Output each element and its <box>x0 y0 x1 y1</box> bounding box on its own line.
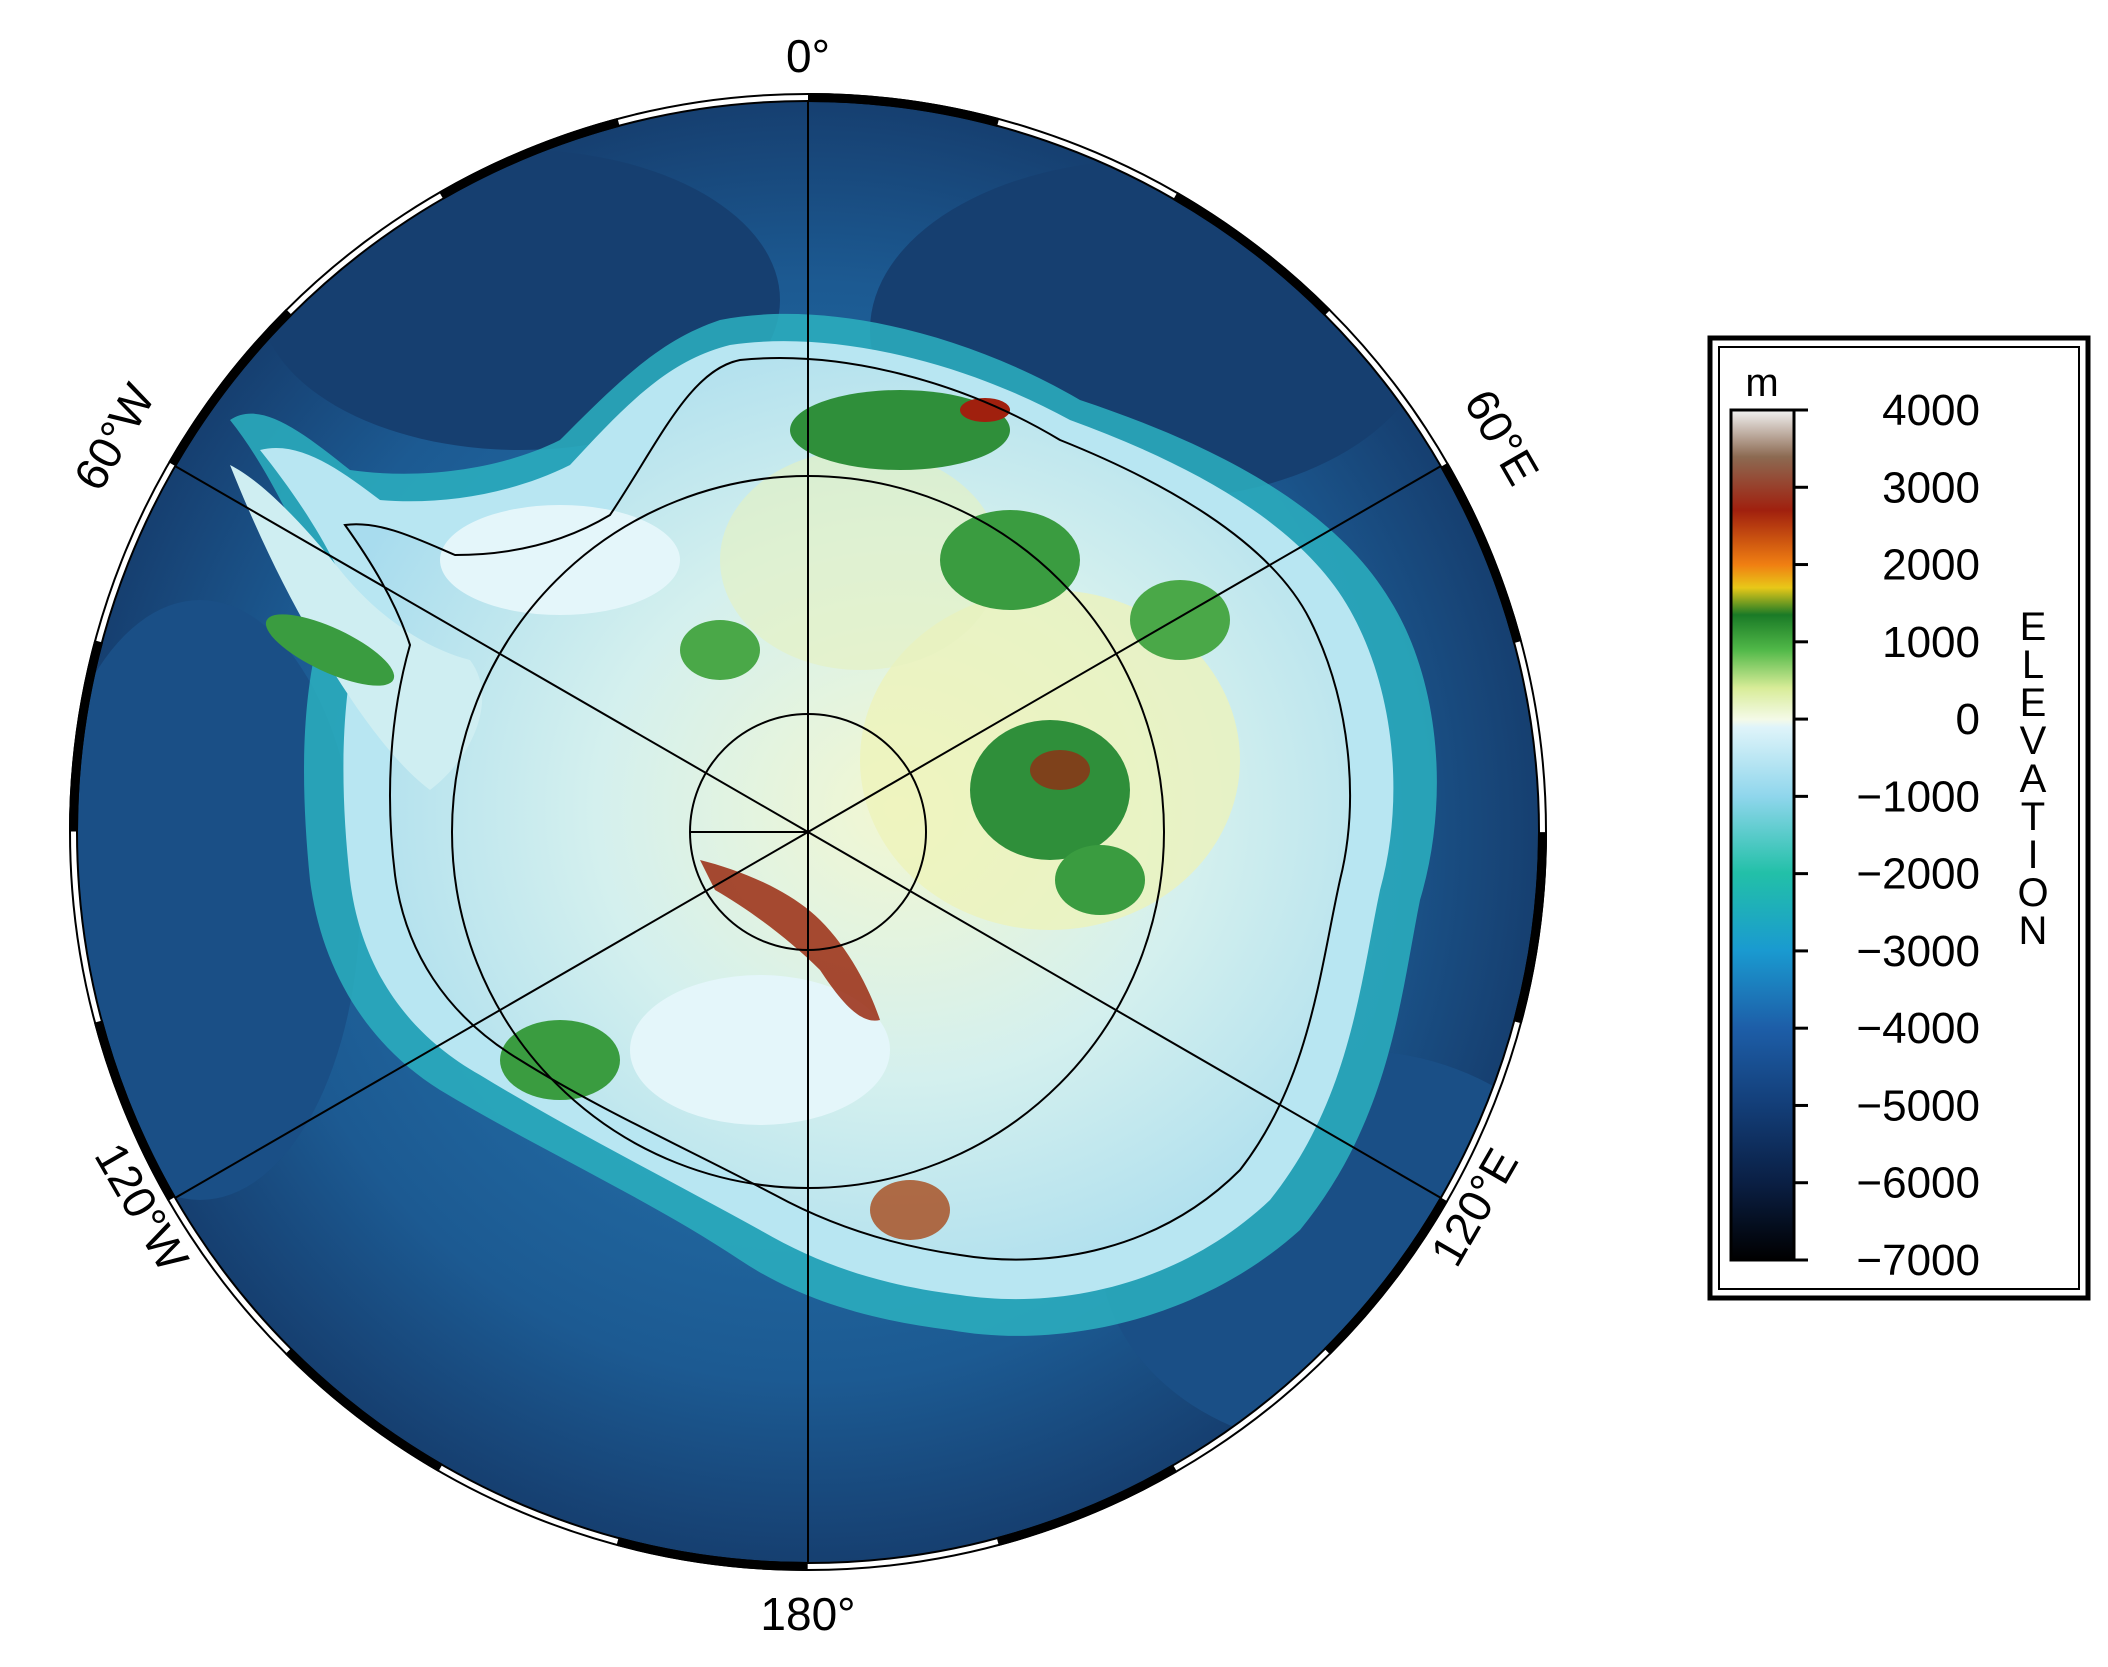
label-180: 180° <box>760 1588 855 1640</box>
colorbar-label-letter: O <box>2017 871 2048 915</box>
highland-patch-3 <box>1055 845 1145 915</box>
meridian-60w <box>174 465 809 833</box>
peninsula-highland <box>265 614 395 686</box>
colorbar-ramp <box>1729 408 1796 1262</box>
colorbar-tick-label: 0 <box>1956 695 1980 744</box>
colorbar-tick-label: −4000 <box>1856 1004 1980 1053</box>
colorbar-label-letter: A <box>2020 757 2047 801</box>
colorbar-tick-label: 1000 <box>1882 618 1980 667</box>
colorbar-label-letter: E <box>2020 681 2047 725</box>
highland-patch-2 <box>1130 580 1230 660</box>
colorbar-label-letter: I <box>2027 833 2038 877</box>
legend-box-inner <box>1718 346 2080 1290</box>
colorbar-tick-label: 2000 <box>1882 541 1980 590</box>
map-disk <box>77 101 1539 1563</box>
colorbar-label-letter: V <box>2020 719 2047 763</box>
coastline <box>343 357 1351 1261</box>
gamburtsev-peak <box>1030 750 1090 790</box>
dronning-maud-mountains <box>790 390 1010 470</box>
colorbar-legend: m 4000 3000 2000 1000 0 −1000 −2000 −3000 −4000 −… <box>1707 335 2091 1301</box>
colorbar-tick-label: −3000 <box>1856 927 1980 976</box>
colorbar-unit: m <box>1745 361 1778 405</box>
colorbar-label-letter: E <box>2020 605 2047 649</box>
colorbar-tick-label: 3000 <box>1882 463 1980 512</box>
highland-patch-4 <box>680 620 760 680</box>
gamburtsev-mountains <box>970 720 1130 860</box>
colorbar-label-letter: L <box>2022 643 2044 687</box>
colorbar-tick-label: −5000 <box>1856 1081 1980 1130</box>
label-60w: 60°W <box>63 375 165 499</box>
antarctic-peninsula <box>230 465 483 790</box>
colorbar-tick-label: −2000 <box>1856 850 1980 899</box>
colorbar-label-letter: N <box>2019 909 2048 953</box>
colorbar-tick-label: −7000 <box>1856 1236 1980 1285</box>
meridian-120e <box>807 831 1442 1199</box>
graticule <box>174 101 1442 1563</box>
meridian-60e <box>807 465 1442 833</box>
meridian-120w <box>174 831 809 1199</box>
colorbar-tick-label: −6000 <box>1856 1159 1980 1208</box>
ronne-ice-shelf <box>440 505 680 615</box>
colorbar-tick-label: 4000 <box>1882 386 1980 435</box>
marie-byrd-highland <box>500 1020 620 1100</box>
victoria-land-mountains <box>870 1180 950 1240</box>
colorbar-label-letter: T <box>2021 795 2045 839</box>
bellingshausen-basin <box>77 600 360 1200</box>
map-frame <box>69 93 1547 1571</box>
ross-ice-shelf <box>630 975 890 1125</box>
label-0: 0° <box>786 30 830 82</box>
highland-patch-1 <box>940 510 1080 610</box>
colorbar-tick-label: −1000 <box>1856 772 1980 821</box>
transantarctic-mountains <box>700 860 880 1021</box>
dronning-maud-peak <box>960 398 1010 422</box>
colorbar-ticks: 4000 3000 2000 1000 0 −1000 −2000 −3000 −4000 −50… <box>1794 386 1980 1285</box>
dronning-maud-plateau <box>720 450 1000 670</box>
label-60e: 60°E <box>1454 381 1549 494</box>
